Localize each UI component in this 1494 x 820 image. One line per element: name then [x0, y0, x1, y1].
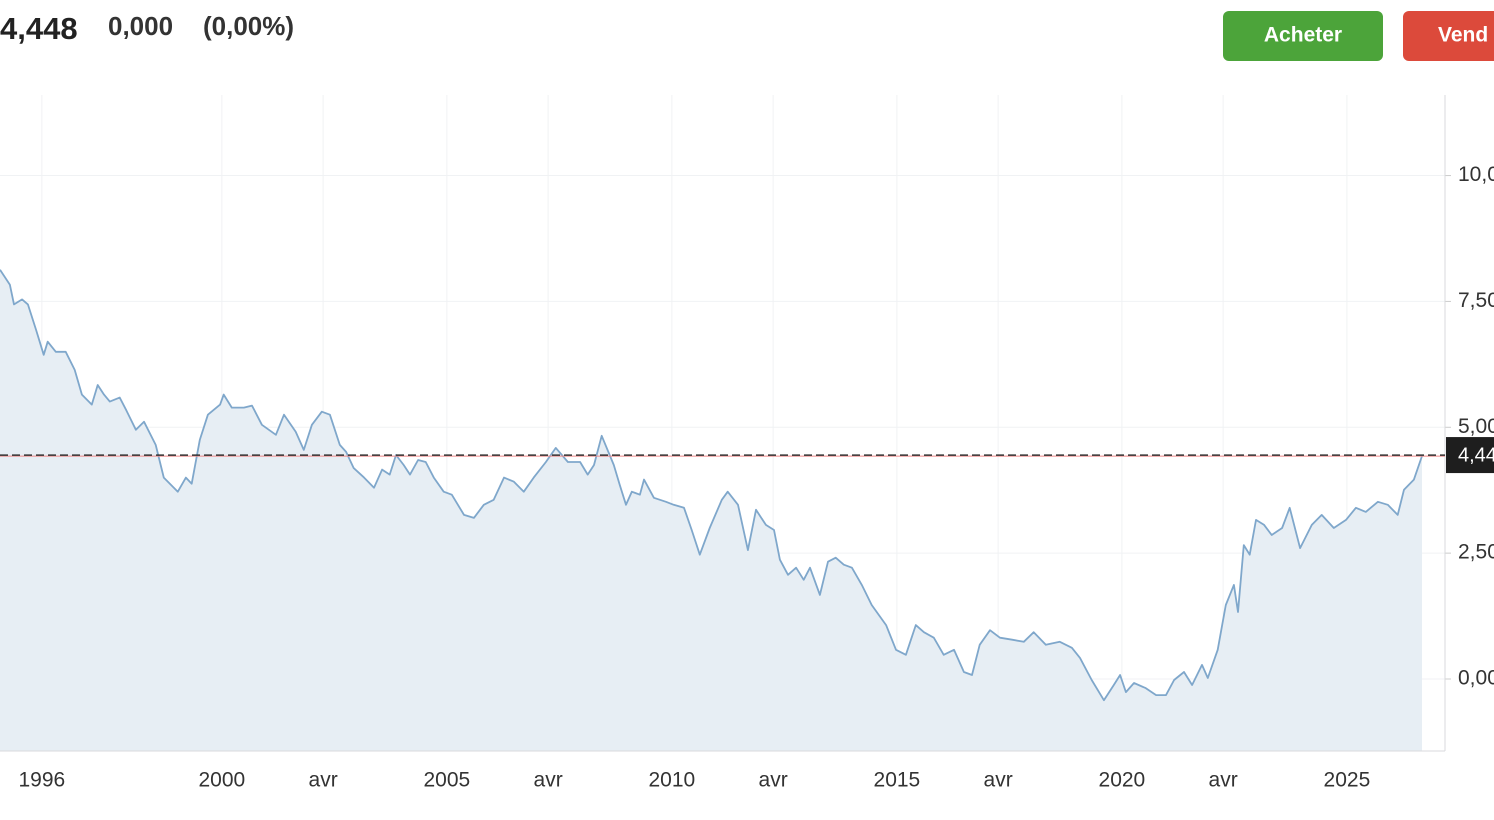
x-tick-label: avr: [759, 769, 788, 792]
current-tag: [1446, 437, 1494, 474]
y-tick-label: 10,00: [1458, 163, 1494, 186]
x-tick-label: 2015: [874, 769, 921, 792]
sell-button-label: Vend: [1438, 24, 1488, 47]
x-tick-label: 2005: [424, 769, 471, 792]
sell-button-bg: [1403, 11, 1494, 61]
buy-button-bg: [1223, 11, 1383, 61]
plot-area: 1996 2000 avr 2005 avr 2010 avr 2015 avr 2020 avr 2…: [0, 95, 1494, 792]
line: [0, 269, 1423, 702]
x-tick-label: 1996: [18, 769, 65, 792]
x-tick-label: avr: [984, 769, 1013, 792]
current-tag-label: 4,448: [1458, 444, 1494, 466]
x-tick-label: 2020: [1099, 769, 1146, 792]
y-tick-label: 5,00: [1458, 415, 1494, 438]
price-change: 0,000: [108, 11, 173, 41]
buy-button-label: Acheter: [1264, 24, 1342, 47]
y-tick-label: 7,50: [1458, 289, 1494, 312]
x-tick-label: avr: [1209, 769, 1238, 792]
x-tick-label: 2010: [649, 769, 696, 792]
x-tick-label: 2025: [1324, 769, 1371, 792]
x-tick-label: 2000: [198, 769, 245, 792]
price-change-pct: (0,00%): [203, 11, 294, 41]
sell-button[interactable]: Vend: [1403, 11, 1494, 61]
y-tick-label: 0,00: [1458, 667, 1494, 690]
x-tick-label: avr: [309, 769, 338, 792]
price: 4,448: [0, 11, 78, 46]
area-fill: [0, 269, 1422, 751]
x-tick-label: avr: [534, 769, 563, 792]
buy-button[interactable]: Acheter: [1223, 11, 1383, 61]
y-tick-label: 2,50: [1458, 541, 1494, 564]
